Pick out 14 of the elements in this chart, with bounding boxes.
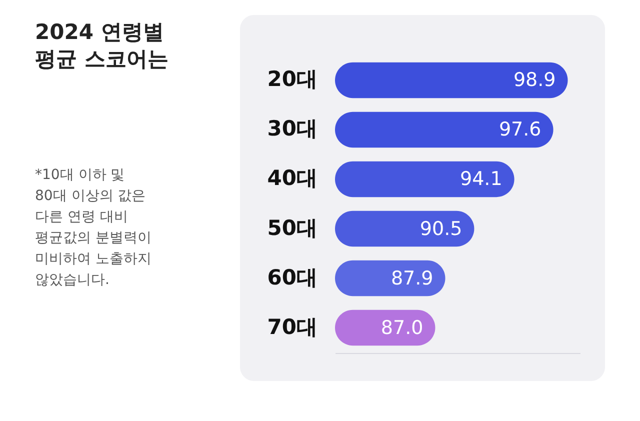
data-label: 87.9 bbox=[390, 267, 434, 290]
data-label: 90.5 bbox=[420, 218, 462, 240]
data-label: 94.1 bbox=[460, 168, 502, 190]
data-label: 98.9 bbox=[513, 69, 556, 92]
data-label: 87.0 bbox=[380, 316, 424, 339]
y-tick-label: 40대 bbox=[267, 166, 318, 190]
y-tick-label: 50대 bbox=[267, 216, 318, 240]
y-tick-label: 60대 bbox=[267, 265, 318, 290]
y-tick-label: 20대 bbox=[267, 67, 318, 92]
text: 2024 연령별 평균 스코어는 bbox=[35, 20, 168, 71]
data-label: 97.6 bbox=[498, 118, 542, 141]
y-tick-label: 70대 bbox=[267, 314, 318, 339]
text: *10대 이하 및 80대 이상의 값은 다른 연령 대비 평균값의 분별력이 미비하여 노출하지 않았습니다. bbox=[35, 167, 152, 288]
y-tick-label: 30대 bbox=[267, 116, 318, 141]
